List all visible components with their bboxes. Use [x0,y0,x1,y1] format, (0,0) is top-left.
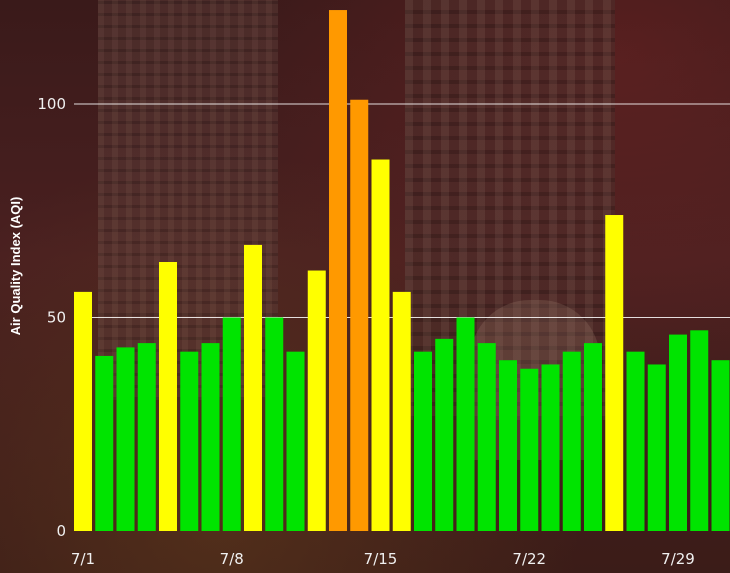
x-tick-label: 7/29 [661,550,695,568]
bar-7-12 [307,270,326,531]
bar-7-31 [711,360,730,531]
bar-7-1 [74,291,92,531]
bar-7-8 [222,317,241,531]
bar-7-4 [137,343,156,531]
x-axis-ticks: 7/1 7/8 7/15 7/22 7/29 [71,550,695,568]
bar-7-24 [562,351,581,531]
bar-7-23 [541,364,560,531]
bar-7-9 [244,244,262,531]
bar-7-7 [201,343,220,531]
y-tick-label: 0 [56,522,66,540]
x-tick-label: 7/1 [71,550,95,568]
bar-7-22 [520,368,539,531]
y-axis-ticks: 0 50 100 [37,95,66,540]
bar-7-6 [180,351,199,531]
x-tick-label: 7/8 [220,550,244,568]
bar-7-26 [605,215,624,531]
bar-7-10 [265,317,284,531]
bar-7-30 [690,330,709,531]
bar-7-2 [95,355,114,531]
x-tick-label: 7/22 [512,550,546,568]
bar-7-13 [329,10,347,532]
bar-7-20 [477,343,496,531]
bar-7-17 [414,351,432,531]
bar-7-3 [116,347,135,531]
bar-7-11 [286,351,305,531]
bar-7-21 [499,360,517,531]
bars [74,10,730,532]
bar-7-5 [159,261,177,531]
bar-7-19 [456,317,475,531]
y-tick-label: 100 [37,95,66,113]
bar-7-29 [669,334,687,531]
x-tick-label: 7/15 [364,550,398,568]
y-tick-label: 50 [47,309,66,327]
bar-7-18 [435,338,454,531]
bar-7-25 [584,343,602,531]
bar-7-14 [350,99,369,531]
bar-7-27 [626,351,645,531]
bar-7-28 [647,364,666,531]
bar-7-16 [392,291,411,531]
y-axis-title: Air Quality Index (AQI) [8,197,23,336]
background-building-left [98,0,278,400]
bar-7-15 [371,159,390,531]
